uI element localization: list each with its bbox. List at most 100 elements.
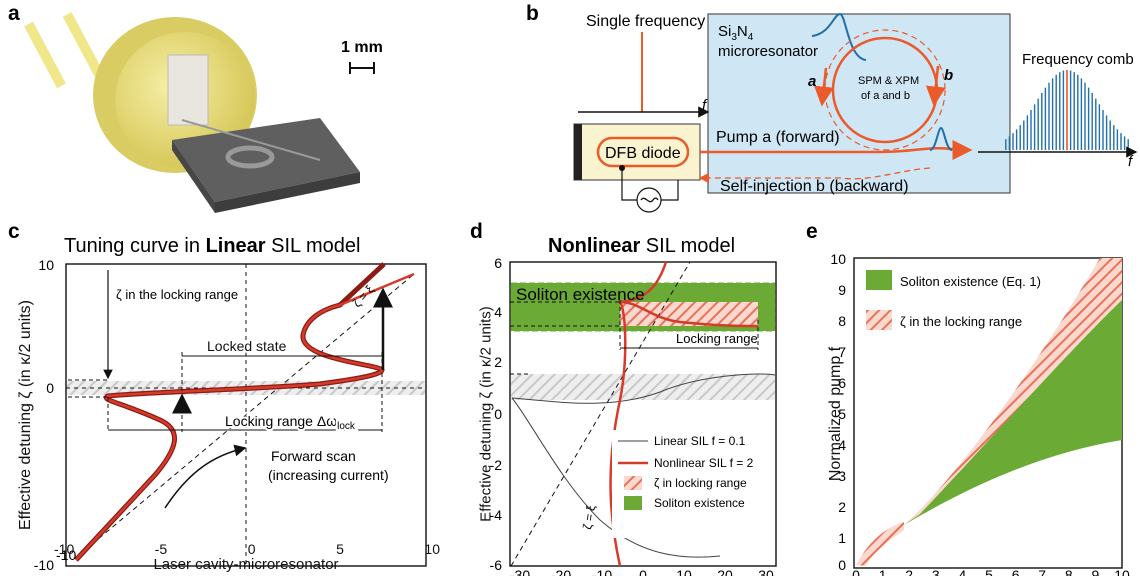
panel-c-x-ticks: -10 — [56, 547, 76, 563]
e-xtick: 6 — [1012, 567, 1020, 576]
svg-text:4: 4 — [838, 437, 846, 453]
svg-text:0: 0 — [494, 406, 502, 422]
d-locking-label: Locking range — [676, 331, 758, 346]
e-legend-2: ζ in the locking range — [900, 314, 1022, 329]
svg-text:-4: -4 — [490, 507, 503, 523]
e-xtick: 5 — [985, 567, 993, 576]
diode-facet — [574, 124, 582, 180]
c-ytick-10: 10 — [38, 257, 54, 273]
resonance-peak-bottom — [929, 126, 953, 151]
panel-d-title: Nonlinear SIL model — [548, 235, 735, 257]
e-xtick: 10 — [1114, 567, 1130, 576]
contact-dot — [619, 165, 625, 171]
panel-c-title: Tuning curve in Linear SIL model — [64, 235, 360, 257]
resonance-peak-top — [811, 12, 867, 61]
label-b: b — [944, 67, 953, 84]
c-scan-label-2: (increasing current) — [268, 467, 389, 483]
comb-axis-label: f — [1128, 153, 1134, 170]
c-locking-range-label: Locking range Δωlock — [225, 413, 356, 432]
c-xticks: -10 -5 0 5 10 — [54, 541, 440, 557]
pump-waveguide — [700, 140, 973, 160]
c-scan-label-1: Forward scan — [271, 448, 356, 464]
diode-cavity — [596, 136, 690, 168]
svg-text:2: 2 — [838, 499, 846, 515]
diode-block — [573, 123, 701, 181]
svg-text:-2: -2 — [490, 457, 503, 473]
panel-d-y-ticks: 6 4 2 0 -2 -4 -6 — [490, 255, 503, 573]
scale-bar-label: 1 mm — [341, 39, 383, 56]
single-frequency-label: Single frequency — [586, 13, 705, 30]
svg-text:3: 3 — [838, 468, 846, 484]
svg-text:1: 1 — [838, 530, 846, 546]
svg-text:6: 6 — [838, 375, 846, 391]
laser-package-illustration — [24, 12, 360, 213]
svg-text:4: 4 — [494, 304, 502, 320]
svg-text:8: 8 — [838, 313, 846, 329]
panel-d-letter: d — [470, 220, 483, 243]
frequency-comb — [1005, 70, 1129, 150]
d-xtick: 20 — [717, 567, 733, 576]
panel-e-y-ticks: 10 9 8 7 6 5 4 3 2 1 0 — [830, 251, 846, 573]
svg-text:6: 6 — [494, 255, 502, 271]
e-xtick: 9 — [1092, 567, 1100, 576]
ac-source-icon — [636, 187, 662, 213]
comb-title: Frequency comb — [1022, 51, 1134, 68]
d-legend-4: Soliton existence — [654, 496, 745, 510]
e-xtick: 0 — [852, 567, 860, 576]
d-diag-label: ζ = ξ — [580, 504, 598, 531]
panel-b-letter: b — [526, 2, 539, 25]
d-legend-3: ζ in locking range — [654, 476, 747, 490]
d-soliton-label: Soliton existence — [516, 285, 645, 304]
svg-text:2: 2 — [494, 354, 502, 370]
c-ytick-0: 0 — [46, 380, 54, 396]
svg-text:10: 10 — [830, 251, 846, 267]
panel-e-plot — [853, 257, 1123, 569]
e-xtick: 4 — [959, 567, 967, 576]
e-xtick: 7 — [1038, 567, 1046, 576]
label-a: a — [808, 73, 816, 90]
d-ylabel: Effective detuning ζ (in κ/2 units) — [477, 306, 495, 522]
c-ylabel: Effective detuning ζ (in κ/2 units) — [17, 300, 34, 530]
f-axis-left-label: f — [702, 97, 708, 114]
e-xtick: 8 — [1065, 567, 1073, 576]
spm-xpm-label-2: of a and b — [861, 90, 910, 102]
self-injection-label: Self-injection b (backward) — [720, 178, 909, 195]
c-xlabel-text: Laser cavity-microresonator — [153, 556, 339, 573]
material-label: Si3N4 — [718, 23, 754, 43]
backward-path — [698, 167, 931, 184]
svg-text:5: 5 — [838, 406, 846, 422]
svg-text:-10: -10 — [56, 547, 76, 563]
c-ytick-m10: -10 — [34, 557, 54, 573]
svg-text:-6: -6 — [490, 557, 503, 573]
panel-a-letter: a — [8, 2, 20, 25]
d-xtick: -20 — [551, 567, 571, 576]
d-legend-1: Linear SIL f = 0.1 — [654, 434, 746, 448]
d-xtick: 10 — [676, 567, 692, 576]
d-legend-2: Nonlinear SIL f = 2 — [654, 456, 754, 470]
d-xtick: 0 — [639, 567, 647, 576]
panel-e-letter: e — [806, 220, 818, 243]
svg-text:0: 0 — [838, 557, 846, 573]
d-xtick: -30 — [510, 567, 530, 576]
spm-xpm-label-1: SPM & XPM — [858, 75, 919, 87]
panel-c-plot — [65, 262, 427, 567]
d-xtick: -10 — [592, 567, 612, 576]
microresonator-label: microresonator — [718, 43, 818, 60]
panel-d-plot — [509, 261, 777, 567]
e-xtick: 3 — [932, 567, 940, 576]
arrow-b — [925, 65, 946, 107]
svg-text:9: 9 — [838, 282, 846, 298]
c-locked-state-label: Locked state — [207, 338, 287, 354]
pump-label: Pump a (forward) — [716, 129, 840, 146]
arrow-a — [813, 67, 834, 107]
dfb-label: DFB diode — [605, 145, 681, 162]
e-xtick: 1 — [879, 567, 887, 576]
panel-c-letter: c — [8, 220, 20, 243]
scale-bar — [349, 62, 375, 74]
c-zeta-range-label: ζ in the locking range — [116, 287, 238, 302]
c-xlabel-block: -10 -5 0 5 10 — [54, 540, 440, 558]
e-ylabel: Normalized pump f — [827, 346, 844, 482]
e-legend-1: Soliton existence (Eq. 1) — [900, 274, 1041, 289]
svg-text:7: 7 — [838, 344, 846, 360]
